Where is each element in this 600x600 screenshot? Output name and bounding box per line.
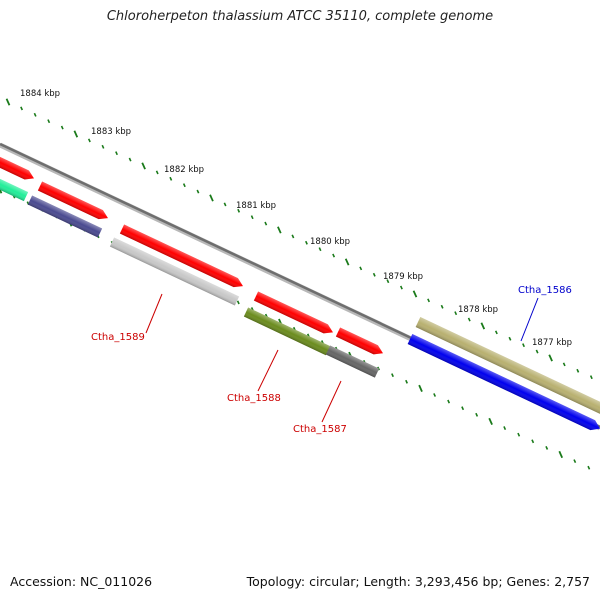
outer-scale-major-tick [344,258,350,266]
outer-scale-minor-tick [155,170,159,175]
outer-scale-minor-tick [576,368,580,373]
inner-scale-minor-tick [531,439,535,444]
outer-scale-minor-tick [237,208,241,213]
outer-scale-minor-tick [128,157,132,162]
cds-ctha-1587 [325,345,380,378]
outer-scale-minor-tick [386,279,390,284]
outer-scale-minor-tick [359,266,363,271]
inner-scale-major-tick [558,450,564,459]
scale-label-1882: 1882 kbp [164,165,204,175]
scale-labels: 1884 kbp 1883 kbp 1882 kbp 1881 kbp 1880… [20,89,572,348]
outer-scale-minor-tick [101,144,105,149]
outer-scale-minor-tick [87,138,91,143]
inner-scale-minor-tick [503,426,507,430]
scale-label-1880: 1880 kbp [310,237,350,247]
outer-scale-minor-tick [264,221,268,226]
outer-scale-minor-tick [318,247,322,252]
gene-label-ctha-1587: Ctha_1587 [293,424,347,435]
cds-red-ctha-1589-upstream [119,224,243,288]
map-title: Chloroherpeton thalassium ATCC 35110, co… [106,9,494,24]
outer-scale-major-tick [5,98,11,106]
outer-scale-minor-tick [508,336,512,341]
gene-features [0,155,600,431]
scale-label-1877: 1877 kbp [532,338,572,348]
outer-scale-minor-tick [33,112,37,117]
cds-ctha-1586-olive [415,317,600,416]
accession-text: Accession: NC_011026 [10,574,153,589]
inner-scale-minor-tick [391,373,394,378]
genome-stats-text: Topology: circular; Length: 3,293,456 bp… [246,574,590,589]
outer-scale-major-tick [73,130,79,138]
gene-label-ctha-1586: Ctha_1586 [518,285,572,296]
outer-scale-minor-tick [332,253,336,258]
scale-label-1883: 1883 kbp [91,127,131,137]
outer-scale-minor-tick [115,151,118,156]
outer-scale-minor-tick [60,125,64,130]
outer-scale-minor-tick [305,240,308,245]
cds-ctha-1588 [243,307,331,356]
outer-scale-minor-tick [440,304,444,309]
cds-ctha-1586 [407,334,600,431]
cds-teal [0,177,29,202]
scale-label-1884: 1884 kbp [20,89,60,99]
inner-scale-minor-tick [236,300,240,305]
outer-scale-major-tick [412,290,418,298]
cds-ctha-1589 [109,237,240,306]
outer-scale-major-tick [209,194,214,202]
inner-scale-minor-tick [587,465,591,470]
cds-navy [27,195,103,238]
inner-scale-minor-tick [461,406,465,411]
leader-ctha-1589 [145,293,163,334]
inner-scale-minor-tick [517,432,521,437]
cds-red-3 [253,291,333,334]
leader-ctha-1588 [257,349,279,392]
outer-scale-minor-tick [494,330,498,335]
outer-scale-minor-tick [47,119,51,124]
outer-scale-minor-tick [454,311,458,316]
leader-ctha-1586 [520,297,539,342]
inner-scale-major-tick [418,384,423,392]
outer-scale-minor-tick [427,298,431,303]
outer-scale-major-tick [141,162,146,170]
outer-scale-minor-tick [223,202,227,207]
outer-scale-major-tick [480,322,486,330]
inner-scale-minor-tick [573,459,577,464]
outer-scale-minor-tick [589,375,593,380]
gene-label-leaders [145,293,539,423]
cds-red-2 [37,181,109,220]
outer-scale-minor-tick [169,176,173,181]
outer-scale-minor-tick [196,189,200,194]
inner-scale-minor-tick [433,393,437,397]
scale-label-1879: 1879 kbp [383,272,423,282]
outer-scale-minor-tick [372,272,376,277]
leader-ctha-1587 [321,380,342,423]
outer-scale-minor-tick [291,234,295,239]
inner-scale-minor-tick [475,412,479,417]
gene-label-ctha-1589: Ctha_1589 [91,332,145,343]
outer-scale-minor-tick [522,343,525,348]
outer-scale-minor-tick [535,349,539,354]
scale-label-1881: 1881 kbp [236,201,276,211]
inner-scale-major-tick [488,417,493,426]
inner-scale-major-tick [0,187,3,194]
cds-red-4 [335,327,383,355]
inner-scale-minor-tick [405,379,408,384]
outer-scale-minor-tick [250,215,254,220]
cds-red-1 [0,155,34,180]
outer-scale-minor-tick [20,106,24,111]
outer-scale-minor-tick [562,362,566,367]
outer-scale-minor-tick [399,285,403,290]
outer-scale-major-tick [277,226,282,234]
inner-scale-minor-tick [447,399,451,404]
scale-label-1878: 1878 kbp [458,305,498,315]
gene-labels: Ctha_1589 Ctha_1588 Ctha_1587 Ctha_1586 [91,285,572,435]
outer-scale-minor-tick [467,317,471,322]
gene-label-ctha-1588: Ctha_1588 [227,393,281,404]
outer-scale-major-tick [548,354,553,362]
inner-scale-minor-tick [545,445,549,450]
outer-scale-minor-tick [182,183,186,188]
